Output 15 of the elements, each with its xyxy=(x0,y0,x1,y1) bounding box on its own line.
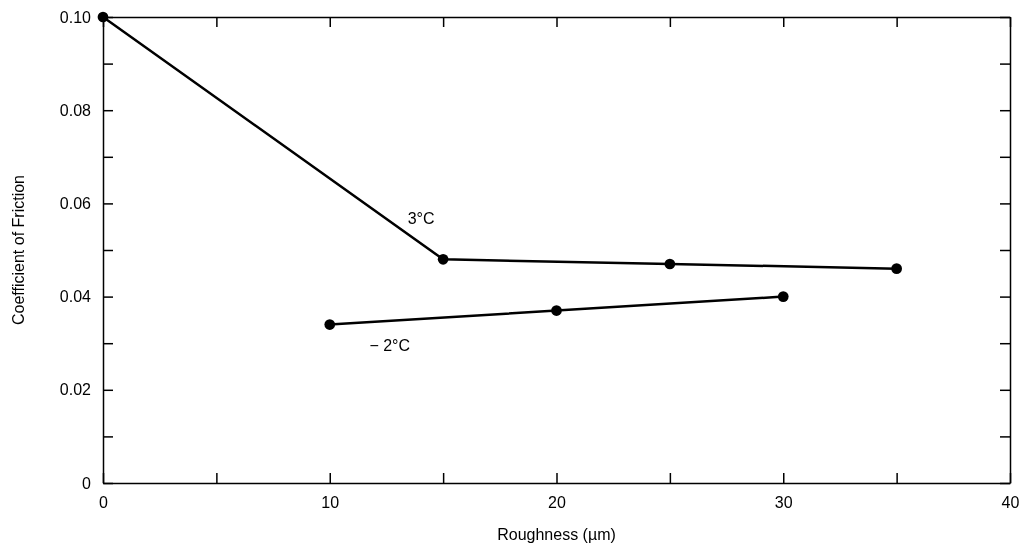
y-tick-label: 0 xyxy=(82,474,92,492)
y-tick-label: 0.04 xyxy=(59,288,92,306)
x-tick-label: 40 xyxy=(1001,494,1020,512)
x-tick-label: 10 xyxy=(321,494,340,512)
y-axis-title: Coefficient of Friction xyxy=(10,175,27,325)
x-axis-title: Roughness (µm) xyxy=(497,526,616,543)
series-label: 3°C xyxy=(407,210,435,228)
x-tick-label: 0 xyxy=(99,494,109,512)
y-tick-label: 0.02 xyxy=(59,381,92,399)
x-tick-label: 30 xyxy=(774,494,793,512)
series-label: − 2°C xyxy=(369,336,411,354)
y-tick-label: 0.08 xyxy=(59,101,92,119)
y-tick-label: 0.06 xyxy=(59,195,92,213)
x-tick-label: 20 xyxy=(548,494,566,512)
y-tick-label: 0.10 xyxy=(59,8,92,26)
